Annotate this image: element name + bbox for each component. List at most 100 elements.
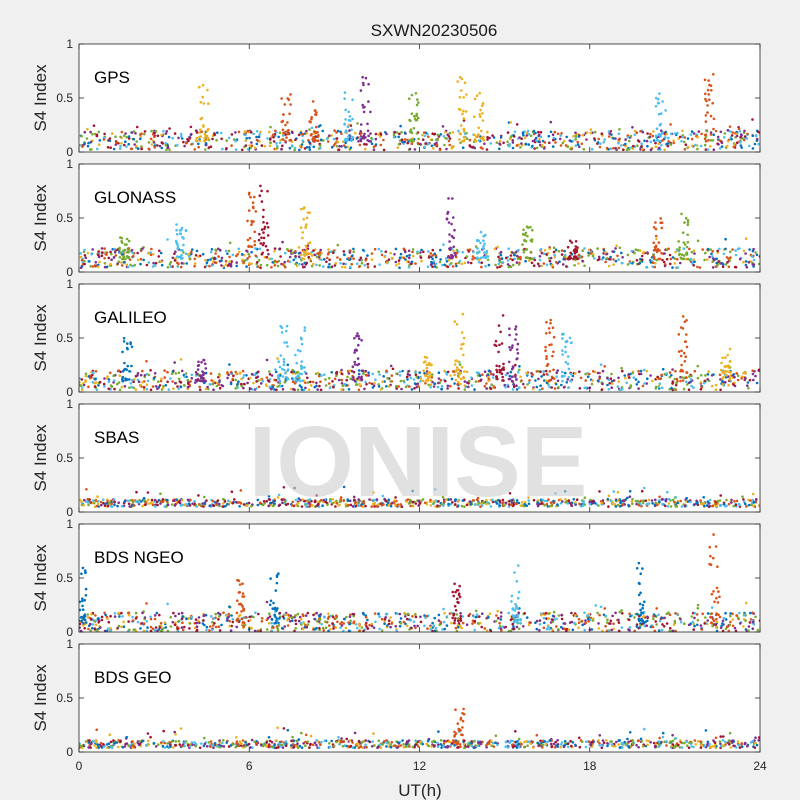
spike-point [482, 235, 486, 238]
data-point [243, 259, 247, 262]
data-point [84, 372, 88, 376]
spike-point [174, 239, 178, 243]
data-point [408, 628, 411, 631]
data-point [341, 265, 344, 269]
spike-point [680, 363, 683, 367]
data-point [355, 383, 359, 387]
spike-point [253, 243, 257, 247]
data-point [171, 370, 175, 374]
data-point [377, 247, 381, 251]
spike-point [567, 367, 571, 371]
data-point [349, 146, 353, 149]
spike-point [121, 350, 124, 354]
data-point [393, 131, 396, 134]
data-point [431, 257, 434, 261]
data-point [463, 261, 467, 265]
spike-point [253, 230, 256, 234]
data-point [352, 250, 356, 254]
spike-point [495, 375, 498, 378]
data-point [625, 381, 628, 385]
data-point [480, 625, 484, 629]
data-point [180, 261, 184, 265]
data-point [433, 382, 437, 386]
spike-point [682, 257, 686, 261]
data-point [536, 501, 540, 505]
data-point [132, 137, 136, 141]
data-point [539, 130, 543, 134]
data-point [690, 144, 694, 148]
data-point [437, 371, 441, 375]
data-point [729, 256, 732, 259]
spike-point [366, 122, 369, 126]
data-point [103, 262, 107, 265]
spike-point [461, 112, 464, 116]
data-point [355, 137, 359, 140]
data-point [188, 504, 192, 507]
data-point [204, 258, 207, 262]
spike-point [547, 327, 551, 330]
spike-point [286, 121, 289, 124]
spike-point [568, 254, 572, 258]
data-point [719, 130, 723, 134]
data-point [589, 128, 593, 131]
data-point [206, 258, 210, 262]
data-point [305, 146, 309, 149]
data-point [600, 132, 604, 135]
data-point [102, 501, 105, 505]
data-point [176, 265, 180, 268]
spike-point [313, 109, 317, 112]
spike-point [347, 110, 351, 114]
data-point [404, 385, 408, 389]
spike-point [126, 342, 129, 345]
data-point [641, 384, 645, 388]
data-point [335, 137, 339, 140]
spike-point [424, 360, 427, 363]
spike-point [479, 241, 482, 245]
spike-point [452, 216, 455, 219]
data-point [527, 133, 531, 136]
data-point [698, 266, 702, 269]
data-point [319, 138, 323, 142]
data-point [169, 260, 173, 264]
spike-point [251, 201, 255, 204]
data-point [216, 499, 220, 502]
data-point [294, 262, 298, 266]
spike-point [127, 239, 131, 243]
data-point [370, 142, 374, 145]
data-point [197, 494, 200, 497]
data-point [560, 132, 563, 135]
data-point [93, 385, 97, 388]
data-point [444, 131, 447, 134]
spike-point [570, 241, 574, 244]
data-point [124, 132, 127, 135]
data-point [729, 614, 732, 618]
data-point [680, 376, 684, 379]
data-point [329, 499, 333, 503]
data-point [682, 387, 686, 391]
data-point [218, 386, 222, 390]
data-point [718, 139, 721, 142]
spike-point [727, 366, 731, 369]
data-point [372, 491, 375, 494]
data-point [446, 384, 450, 388]
data-point [619, 501, 622, 505]
data-point [752, 504, 756, 507]
spike-point [415, 112, 419, 116]
data-point [523, 136, 527, 139]
data-point [486, 138, 489, 141]
data-point [551, 263, 554, 267]
data-point [193, 264, 196, 268]
data-point [352, 370, 356, 374]
data-point [731, 248, 734, 251]
spike-point [458, 95, 462, 99]
data-point [560, 383, 563, 387]
data-point [98, 260, 101, 264]
data-point [527, 381, 531, 385]
data-point [624, 142, 627, 146]
data-point [224, 263, 228, 266]
data-point [165, 148, 168, 151]
data-point [324, 378, 327, 381]
data-point [370, 505, 374, 508]
data-point [211, 382, 215, 386]
data-point [213, 257, 216, 261]
